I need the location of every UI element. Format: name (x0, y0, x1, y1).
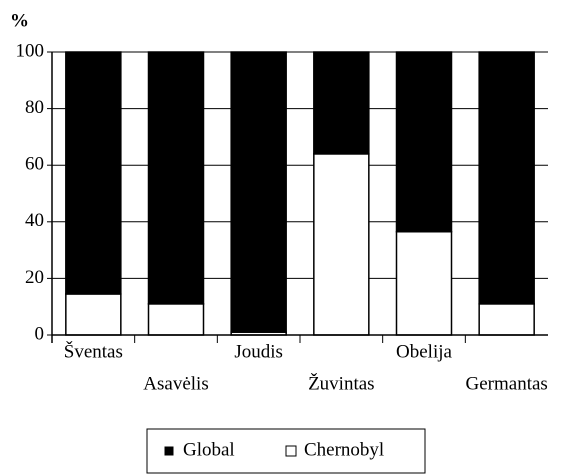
x-tick-label: Žuvintas (308, 372, 375, 394)
bar-segment (147, 51, 205, 305)
bar-segment (147, 303, 205, 336)
bar-segment (313, 51, 370, 155)
bar-segment (395, 51, 453, 233)
y-tick-label: 100 (16, 40, 45, 61)
y-tick-label: 40 (25, 210, 44, 231)
legend-marker (164, 446, 174, 456)
bar-segment (313, 153, 370, 336)
x-tick-label: Obelija (396, 341, 452, 362)
y-tick-label: 80 (25, 97, 44, 118)
bar-segment (65, 51, 122, 295)
legend-box (146, 428, 426, 474)
bar-segment (230, 51, 287, 333)
bar-segment (478, 303, 535, 336)
bar-segment (478, 51, 535, 305)
bar-segment (65, 293, 122, 336)
y-tick-label: 20 (25, 267, 44, 288)
y-tick-label: 0 (35, 323, 45, 344)
legend-label: Chernobyl (304, 439, 384, 460)
legend-label: Global (183, 439, 235, 460)
x-tick-label: Germantas (466, 373, 548, 394)
y-tick-label: 60 (25, 154, 44, 175)
y-axis-label: % (10, 10, 29, 31)
x-tick-label: Asavėlis (143, 373, 208, 394)
x-tick-label: Joudis (234, 341, 283, 362)
bar-segment (395, 230, 453, 336)
legend-marker (285, 445, 297, 457)
x-tick-label: Šventas (64, 340, 123, 362)
